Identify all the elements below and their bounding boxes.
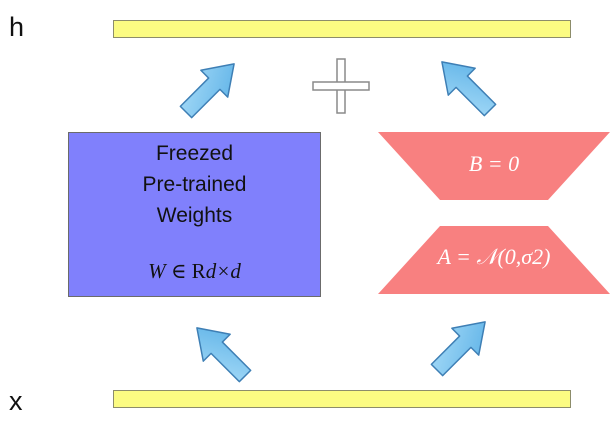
output-label-h: h <box>9 12 25 42</box>
formula-variable: W <box>148 259 166 283</box>
frozen-line-2: Pre-trained <box>142 173 247 196</box>
formula-dimensions: d×d <box>205 259 241 283</box>
arrow-up-right-icon <box>422 307 500 385</box>
frozen-line-3: Weights <box>156 204 233 227</box>
input-vector-bar <box>113 390 571 408</box>
arrow-up-right-icon <box>171 49 249 127</box>
arrow-up-left-icon <box>182 313 260 391</box>
arrow-up-left-icon <box>427 47 505 125</box>
frozen-weights-block: Freezed Pre-trained Weights W ∈ Rd×d <box>68 132 321 297</box>
formula-relation: ∈ R <box>165 259 206 283</box>
lora-b-block <box>378 132 610 200</box>
lora-a-block <box>378 226 610 294</box>
input-label-x: x <box>9 386 23 416</box>
frozen-weights-formula: W ∈ Rd×d <box>69 259 320 284</box>
lora-b-label: B = 0 <box>469 151 519 176</box>
output-vector-bar <box>113 20 571 38</box>
frozen-line-1: Freezed <box>155 142 234 165</box>
lora-a-label: A = 𝒩(0,σ2) <box>436 244 551 269</box>
plus-icon <box>312 58 370 114</box>
